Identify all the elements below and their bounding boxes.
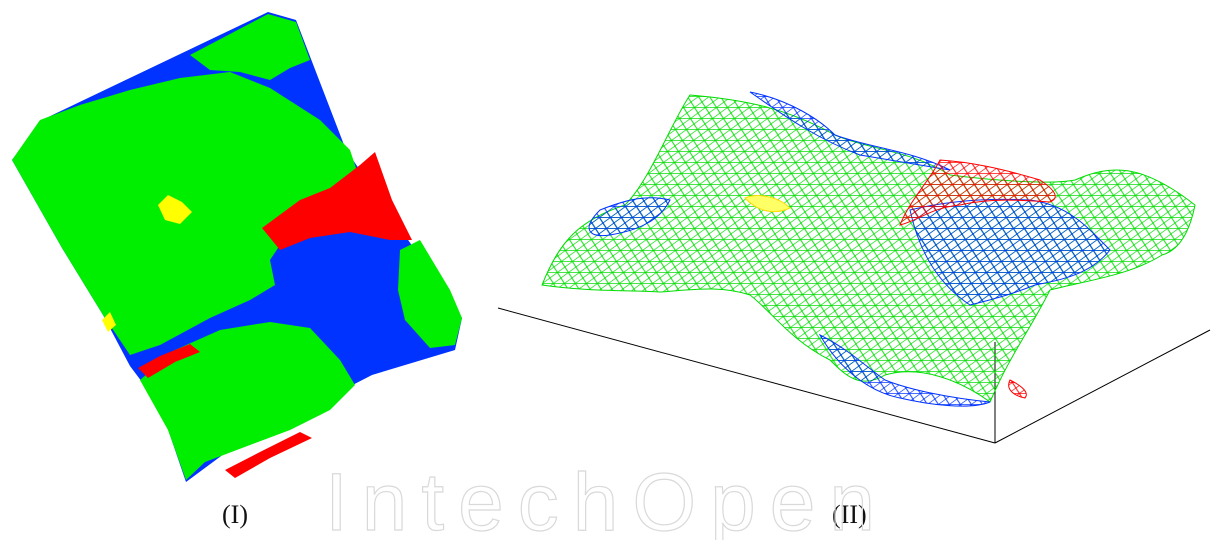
low-zone-top xyxy=(190,14,310,80)
mesh-surface-red-small xyxy=(1008,379,1027,399)
figure-caption-1: (I) xyxy=(222,500,248,529)
mesh-surface-blue-left xyxy=(588,197,671,237)
watermark-logo: IntechOpen xyxy=(324,468,889,540)
mesh-surface-red xyxy=(899,159,1056,226)
special-zone-2 xyxy=(102,312,116,332)
low-zone-right xyxy=(398,240,462,348)
high-zone-main xyxy=(262,152,412,250)
mesh-surface-yellow xyxy=(744,195,791,213)
high-zone-small xyxy=(138,344,200,378)
mesh-surface-3d xyxy=(497,91,1211,444)
base-front-edge xyxy=(497,307,996,444)
special-zone-1 xyxy=(158,195,192,224)
figure-caption-2: (II) xyxy=(832,500,867,529)
low-zone-bottom xyxy=(140,322,355,480)
zone-map-2d xyxy=(12,12,462,482)
base-right-edge xyxy=(994,329,1211,444)
mesh-surface-blue-front xyxy=(818,333,991,407)
high-zone-bottom xyxy=(225,432,312,478)
watermark-text: IntechOpen xyxy=(325,468,889,540)
mesh-surface-green xyxy=(541,94,1196,403)
